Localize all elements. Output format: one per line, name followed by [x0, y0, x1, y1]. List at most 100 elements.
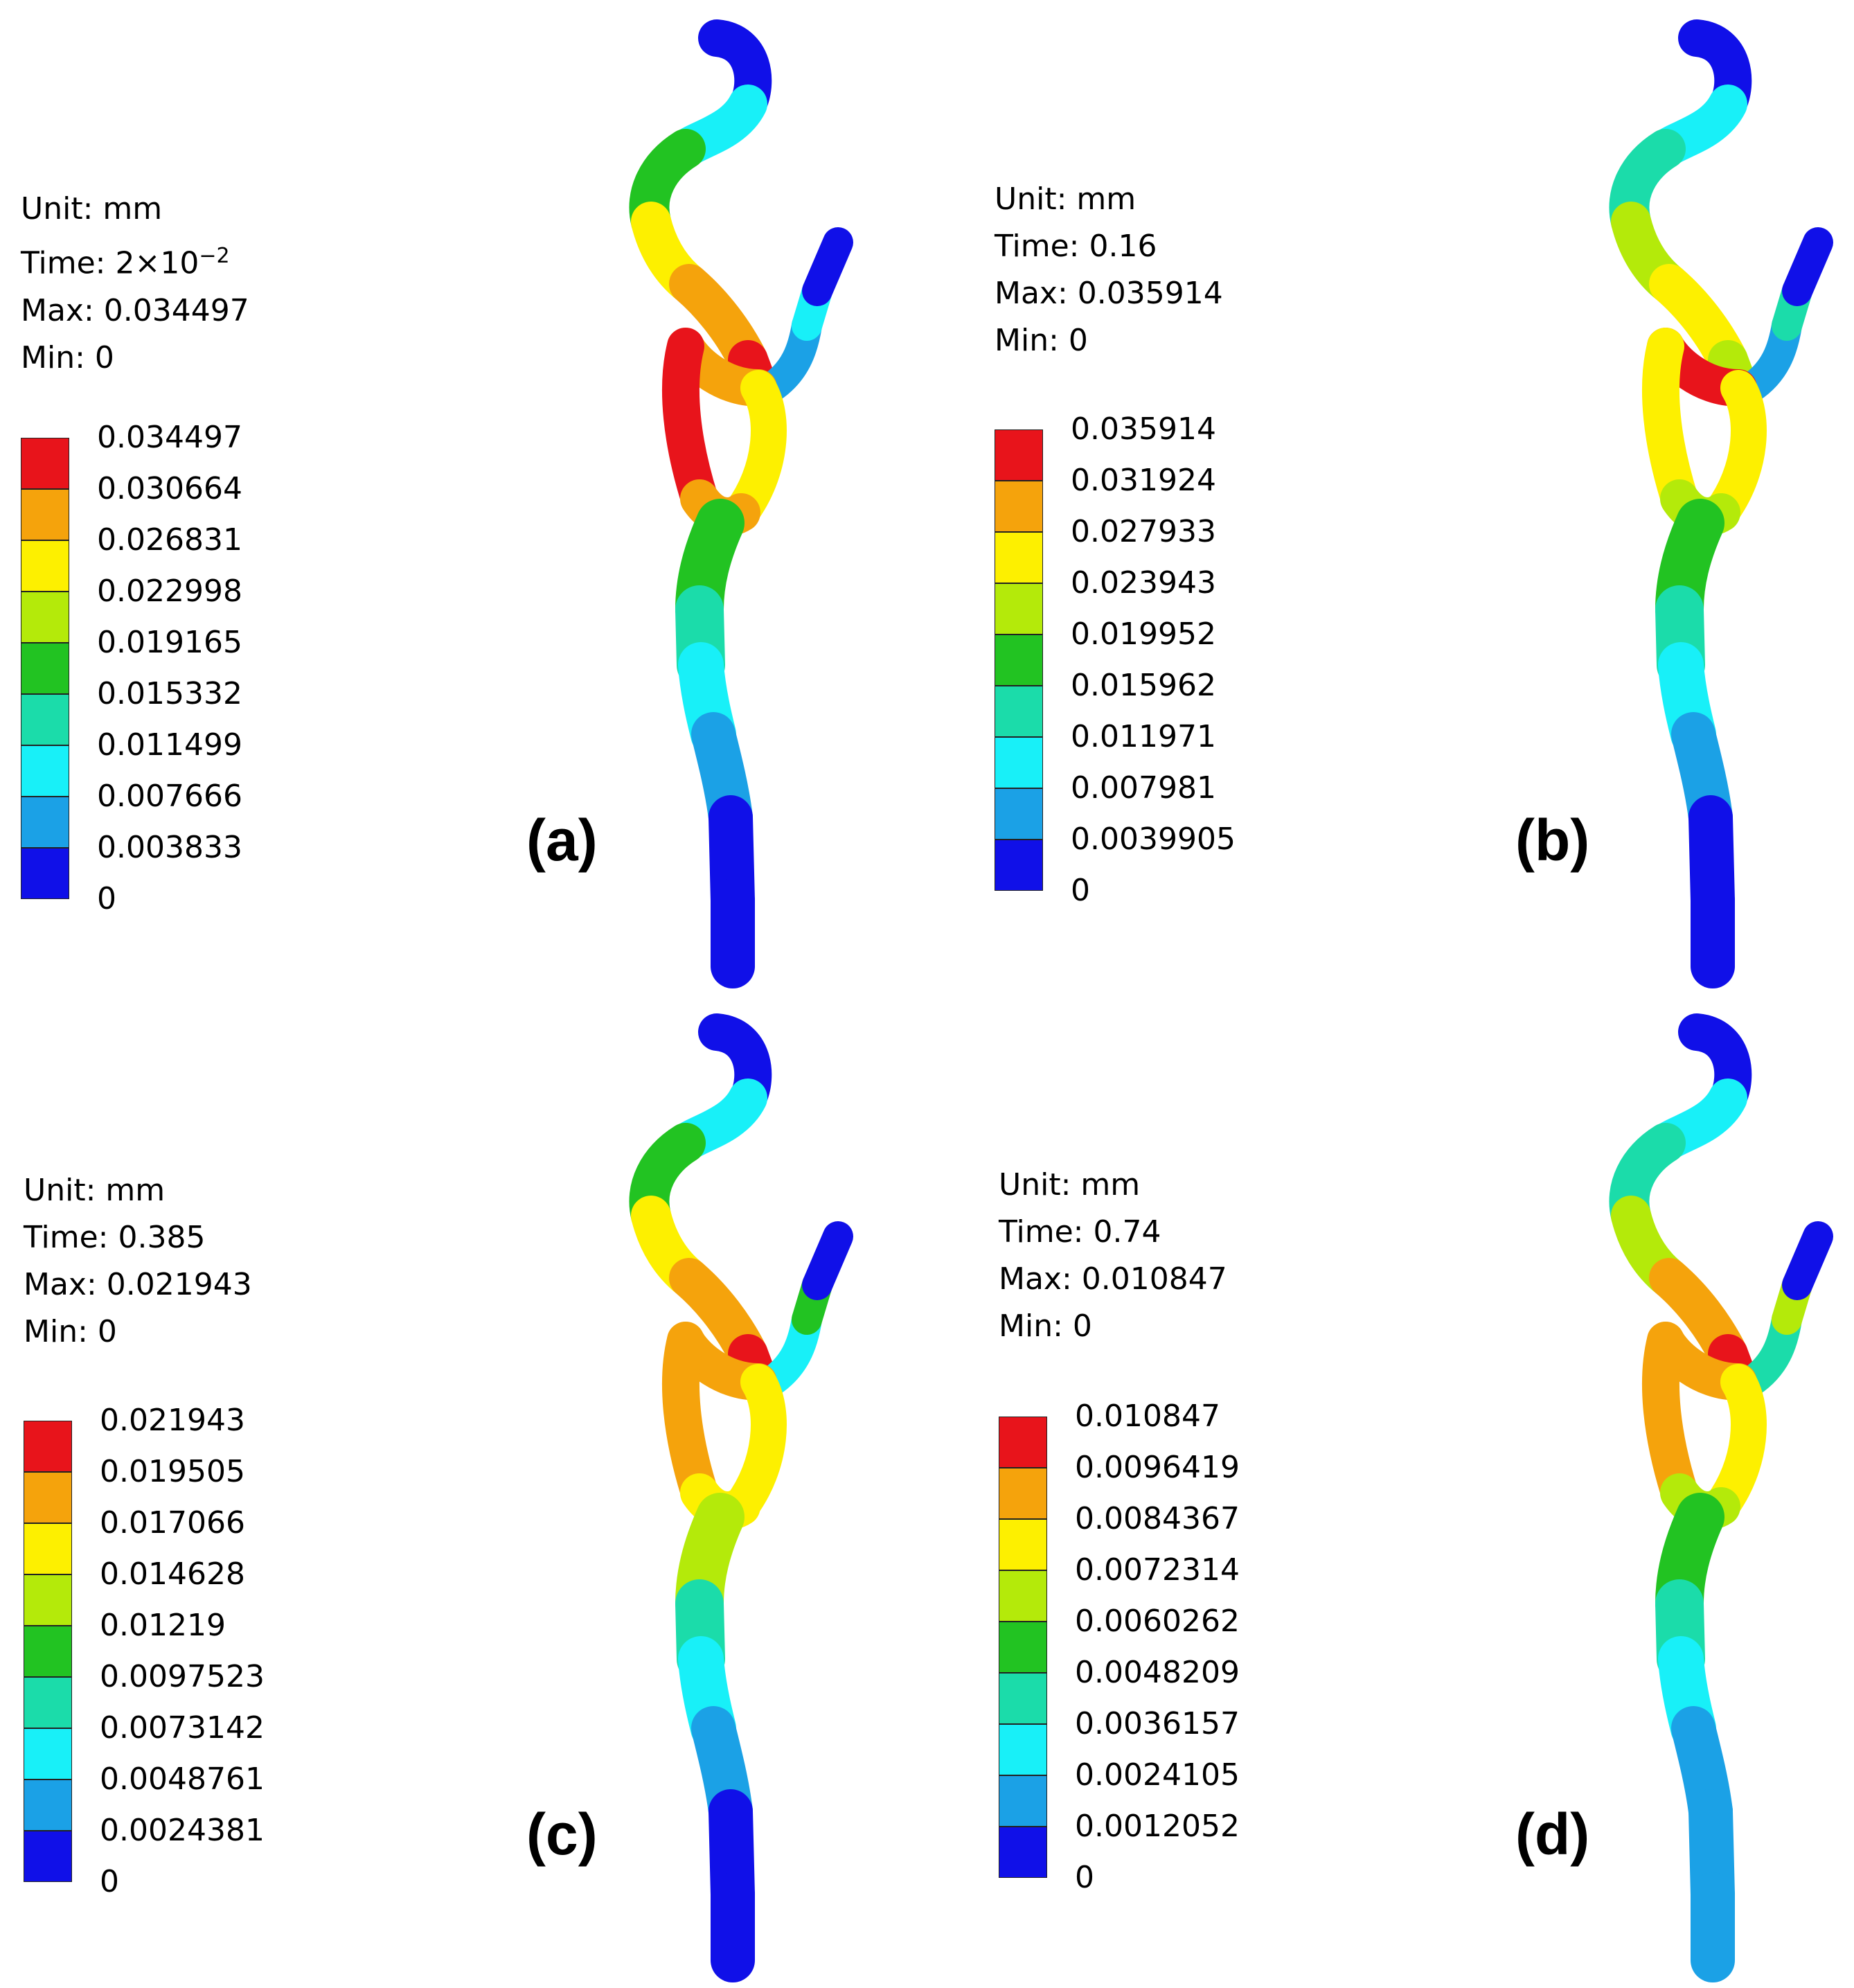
legend-swatch — [24, 1574, 72, 1626]
legend-swatch — [995, 634, 1043, 686]
max-text: Max: 0.035914 — [995, 276, 1223, 311]
legend-swatch — [24, 1472, 72, 1523]
legend-tick-label: 0.014628 — [100, 1556, 245, 1592]
legend-swatch — [21, 797, 69, 848]
legend-swatch — [21, 438, 69, 489]
legend-tick-label: 0.0039905 — [1071, 822, 1236, 857]
unit-text: Unit: mm — [21, 191, 163, 227]
legend-tick-label: 0.0097523 — [100, 1659, 265, 1694]
legend-tick-label: 0.015962 — [1071, 668, 1216, 703]
legend-swatch — [21, 489, 69, 540]
legend-tick-label: 0.010847 — [1075, 1399, 1220, 1434]
vessel-segments — [629, 19, 853, 988]
legend-swatch — [24, 1728, 72, 1780]
legend-swatch — [999, 1468, 1047, 1519]
legend-tick-label: 0.019952 — [1071, 616, 1216, 652]
min-text: Min: 0 — [995, 323, 1088, 358]
info-block: Unit: mm Time: 2×10−2 Max: 0.034497 Min:… — [21, 186, 249, 382]
vessel-segment — [1641, 328, 1698, 517]
legend-tick-label: 0 — [1075, 1860, 1094, 1895]
vessel-segment — [1782, 1221, 1833, 1300]
legend-tick-label: 0 — [97, 881, 116, 916]
unit-text: Unit: mm — [999, 1167, 1141, 1202]
info-block: Unit: mm Time: 0.74 Max: 0.010847 Min: 0 — [999, 1162, 1227, 1350]
info-block: Unit: mm Time: 0.16 Max: 0.035914 Min: 0 — [995, 176, 1223, 364]
time-text: Time: 0.385 — [24, 1220, 206, 1255]
legend-tick-label: 0.035914 — [1071, 411, 1216, 447]
panel-b: Unit: mm Time: 0.16 Max: 0.035914 Min: 0… — [927, 0, 1853, 994]
vessel-model — [1609, 1013, 1833, 1982]
legend-tick-label: 0.0048761 — [100, 1761, 265, 1797]
vessel-model — [629, 19, 853, 988]
legend-swatch — [24, 1626, 72, 1677]
legend-swatch — [995, 429, 1043, 481]
legend-swatch — [995, 737, 1043, 788]
panel-label: (a) — [526, 808, 598, 873]
max-text: Max: 0.010847 — [999, 1261, 1227, 1297]
legend-tick-label: 0.026831 — [97, 522, 242, 558]
unit-text: Unit: mm — [995, 181, 1137, 217]
legend-swatch — [995, 583, 1043, 634]
legend-tick-label: 0.01219 — [100, 1608, 226, 1643]
vessel-segment — [802, 1221, 853, 1300]
legend-tick-label: 0.011499 — [97, 727, 242, 763]
panel-c: Unit: mm Time: 0.385 Max: 0.021943 Min: … — [0, 994, 927, 1988]
legend-tick-label: 0.019165 — [97, 625, 242, 660]
legend-swatch — [995, 532, 1043, 583]
legend-tick-label: 0.011971 — [1071, 719, 1216, 754]
max-text: Max: 0.021943 — [24, 1267, 252, 1302]
legend-tick-label: 0.031924 — [1071, 463, 1216, 498]
legend-swatch — [999, 1724, 1047, 1775]
unit-text: Unit: mm — [24, 1173, 166, 1208]
panel-label: (b) — [1515, 808, 1590, 873]
panel-a: Unit: mm Time: 2×10−2 Max: 0.034497 Min:… — [0, 0, 927, 994]
legend-tick-label: 0.0072314 — [1075, 1552, 1240, 1588]
legend-tick-label: 0.019505 — [100, 1454, 245, 1489]
legend-swatch — [999, 1417, 1047, 1468]
vessel-segment — [661, 1322, 718, 1511]
legend-swatch — [21, 643, 69, 694]
legend-tick-label: 0.0036157 — [1075, 1706, 1240, 1741]
min-text: Min: 0 — [999, 1308, 1092, 1344]
vessel-segments — [1609, 1013, 1833, 1982]
legend-tick-label: 0.003833 — [97, 830, 242, 865]
vessel-segments — [629, 1013, 853, 1982]
panel-label: (c) — [526, 1802, 598, 1867]
legend-tick-label: 0.0073142 — [100, 1710, 265, 1746]
legend-tick-label: 0.0048209 — [1075, 1655, 1240, 1690]
panel-label: (d) — [1515, 1802, 1590, 1867]
legend-swatch — [24, 1677, 72, 1728]
legend-tick-label: 0.0084367 — [1075, 1501, 1240, 1536]
legend-swatch — [999, 1827, 1047, 1878]
legend-swatch — [24, 1831, 72, 1882]
vessel-segment — [802, 227, 853, 306]
panel-d: Unit: mm Time: 0.74 Max: 0.010847 Min: 0… — [927, 994, 1853, 1988]
legend-tick-label: 0.034497 — [97, 420, 242, 455]
vessel-segments — [1609, 19, 1833, 988]
legend-swatch — [999, 1775, 1047, 1827]
vessel-segment — [1782, 227, 1833, 306]
legend-tick-label: 0.0024381 — [100, 1813, 265, 1848]
legend-swatch — [999, 1622, 1047, 1673]
legend-swatch — [995, 788, 1043, 840]
legend-tick-label: 0.021943 — [100, 1403, 245, 1438]
legend-tick-label: 0.023943 — [1071, 565, 1216, 601]
legend-tick-label: 0.015332 — [97, 676, 242, 711]
vessel-segment — [661, 328, 718, 517]
legend-swatch — [24, 1780, 72, 1831]
legend-swatch — [999, 1519, 1047, 1570]
legend-swatch — [21, 540, 69, 592]
legend-swatch — [21, 694, 69, 745]
legend-swatch — [995, 686, 1043, 737]
vessel-segment — [1641, 1322, 1698, 1511]
max-text: Max: 0.034497 — [21, 292, 249, 328]
vessel-model — [629, 1013, 853, 1982]
time-text: Time: 0.74 — [999, 1214, 1161, 1250]
legend-tick-label: 0.0060262 — [1075, 1604, 1240, 1639]
legend-swatch — [21, 745, 69, 797]
legend-tick-label: 0.027933 — [1071, 514, 1216, 549]
legend-swatch — [995, 481, 1043, 532]
legend-tick-label: 0.017066 — [100, 1505, 245, 1541]
legend-swatch — [21, 592, 69, 643]
legend-tick-label: 0.0024105 — [1075, 1757, 1240, 1793]
